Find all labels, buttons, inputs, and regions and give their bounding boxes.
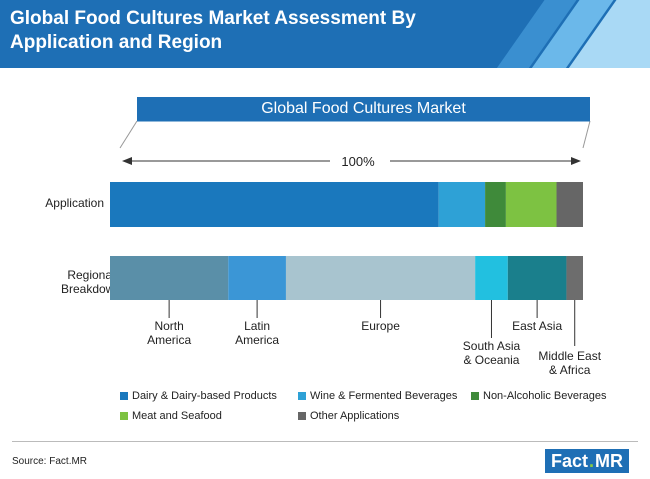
regional-bar-segment: [475, 256, 508, 300]
row-label-application: Application: [45, 196, 104, 210]
factmr-logo: Fact. MR: [545, 449, 630, 473]
legend-label: Meat and Seafood: [132, 410, 222, 422]
application-bar-segment: [485, 182, 506, 227]
span-label: 100%: [341, 154, 375, 169]
legend-item: Wine & Fermented Beverages: [298, 390, 457, 402]
logo-text: Fact: [551, 450, 589, 471]
logo-dot: .: [589, 450, 595, 471]
footer-divider: [12, 441, 638, 442]
legend-item: Non-Alcoholic Beverages: [471, 390, 607, 402]
legend-item: Dairy & Dairy-based Products: [120, 390, 277, 402]
arrow-head-left: [122, 157, 132, 165]
regional-bar-segment: [285, 256, 476, 300]
region-label: Europe: [361, 319, 400, 333]
market-label: Global Food Cultures Market: [137, 97, 590, 121]
legend-swatch: [298, 412, 306, 420]
source-note: Source: Fact.MR: [12, 456, 88, 467]
application-bar-segment: [438, 182, 486, 227]
legend-swatch: [120, 412, 128, 420]
row-label-regional: Regional Breakdown: [61, 268, 121, 296]
application-bar-segment: [110, 182, 439, 227]
legend-label: Wine & Fermented Beverages: [310, 390, 458, 402]
header-banner: Global Food Cultures Market Assessment B…: [0, 0, 650, 68]
legend-item: Meat and Seafood: [120, 410, 222, 422]
connector-line: [582, 120, 591, 149]
legend-label: Dairy & Dairy-based Products: [132, 390, 277, 402]
arrow-head-right: [571, 157, 581, 165]
page-title: Global Food Cultures Market Assessment B…: [10, 8, 416, 53]
legend-swatch: [120, 392, 128, 400]
logo-text: MR: [595, 450, 624, 471]
regional-bar-segment: [110, 256, 229, 300]
application-bar-segment: [505, 182, 557, 227]
region-label: North America: [147, 319, 191, 347]
legend-item: Other Applications: [298, 410, 399, 422]
region-label: East Asia: [512, 319, 562, 333]
legend-swatch: [298, 392, 306, 400]
legend-label: Other Applications: [310, 410, 400, 422]
region-label: Latin America: [235, 319, 279, 347]
regional-bar-segment: [566, 256, 583, 300]
application-bar-segment: [556, 182, 583, 227]
regional-bar-segment: [507, 256, 567, 300]
legend-label: Non-Alcoholic Beverages: [483, 390, 607, 402]
region-label: Middle East & Africa: [538, 349, 601, 377]
region-label: South Asia & Oceania: [463, 339, 521, 367]
regional-bar-segment: [228, 256, 286, 300]
legend-swatch: [471, 392, 479, 400]
connector-line: [119, 120, 138, 149]
